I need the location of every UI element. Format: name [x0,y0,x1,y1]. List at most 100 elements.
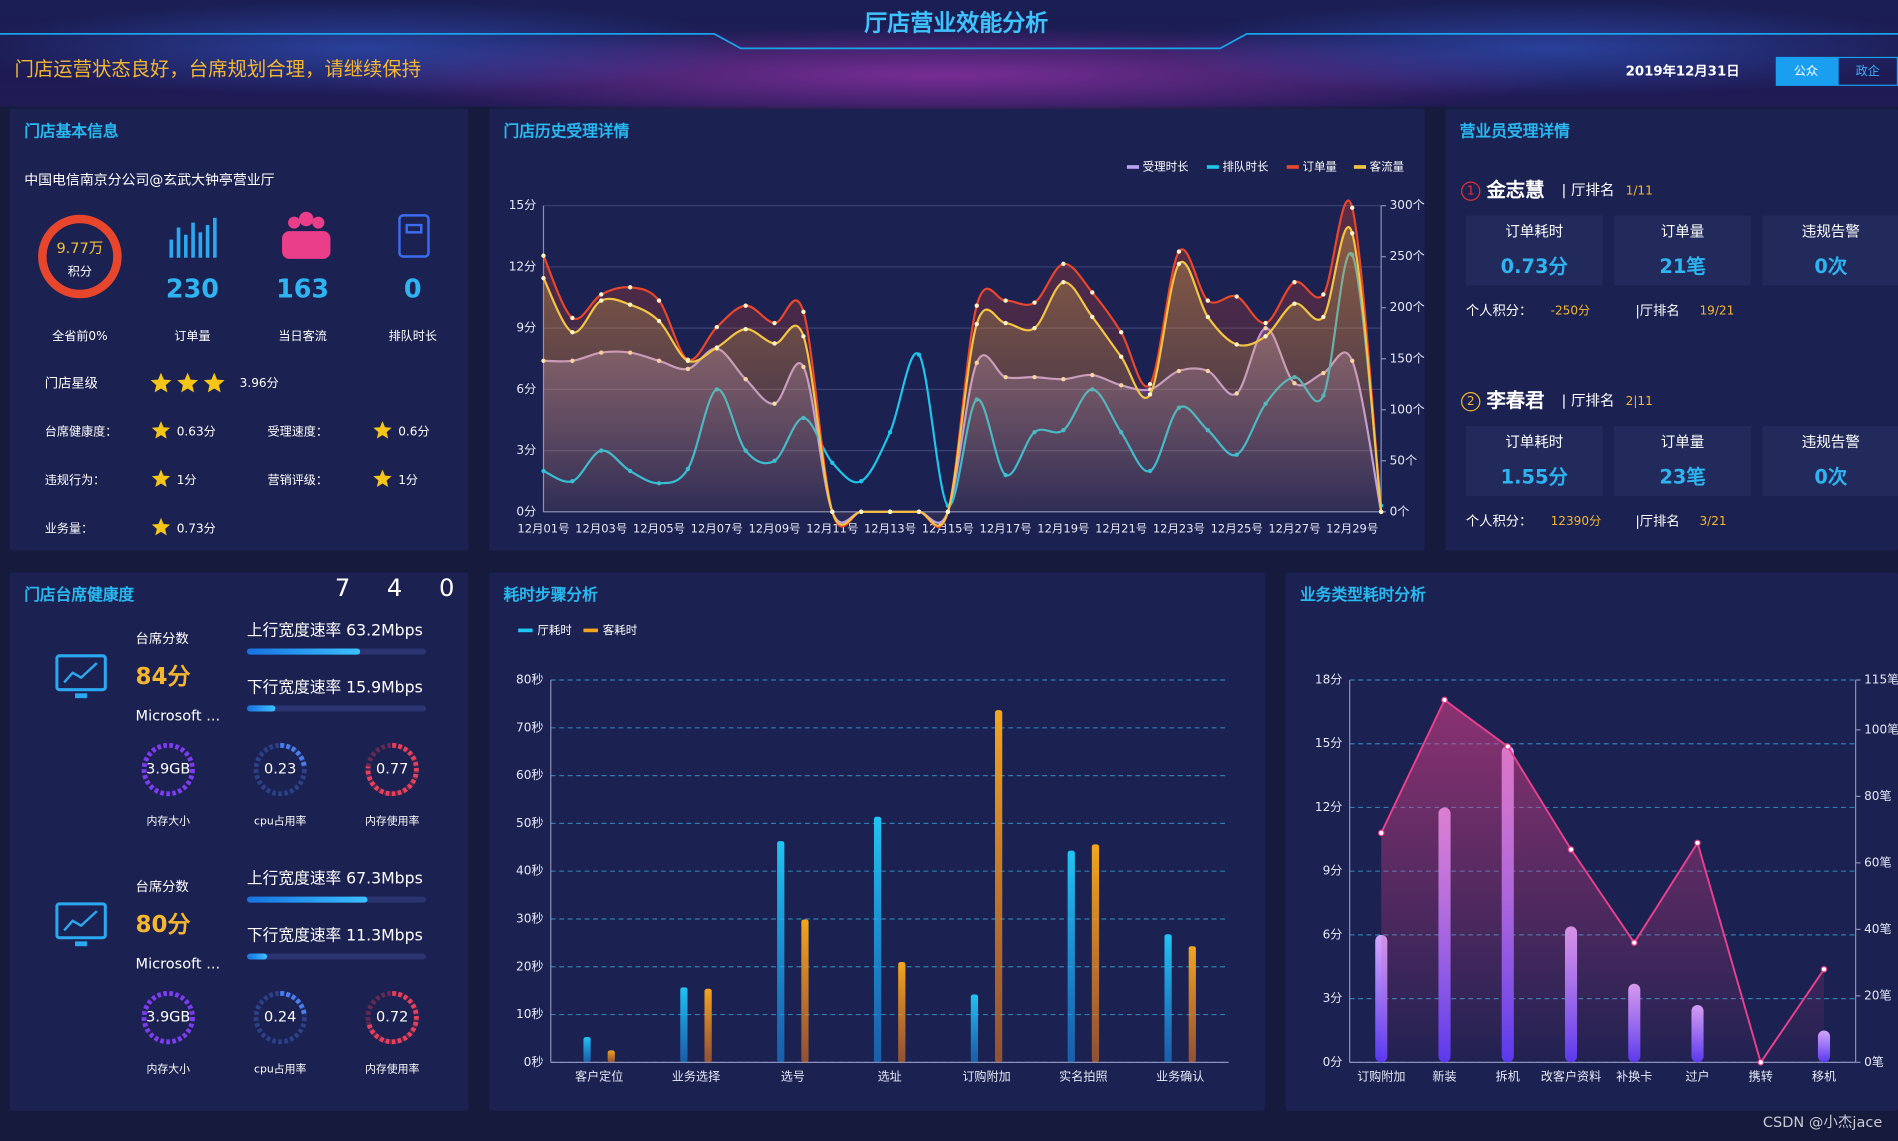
speed-unit: Mbps [381,868,423,887]
tab[interactable] [1775,56,1838,86]
point [1061,261,1066,267]
queue-icon [398,214,430,258]
gauge-arc [280,742,307,767]
point [1032,300,1037,305]
bar [994,710,1003,1063]
bar [680,987,688,1063]
card-label: 订单耗时 [1505,223,1563,240]
y-tick-label: 12分 [509,259,536,273]
point [1003,320,1008,326]
y2-tick-label: 40笔 [1864,921,1891,936]
metric-label: 台席健康度： [45,423,118,438]
tab-label[interactable]: 政企 [1856,63,1880,78]
speed-value: 15.9 [346,677,381,696]
tab[interactable] [1837,56,1898,86]
point [627,302,633,307]
bar [898,961,906,1063]
point [1292,301,1297,306]
point [1694,839,1701,847]
progress-bar [246,648,361,655]
panel-title: 业务类型耗时分析 [1300,585,1426,604]
point [1032,325,1037,331]
y-tick-label: 0分 [1323,1055,1343,1069]
bar [1091,844,1100,1063]
point [599,298,604,303]
speed-label: 上行宽度速率 [247,620,341,639]
y-tick-label: 3分 [516,443,536,457]
stat-value: 230 [166,273,219,303]
bar [1188,946,1196,1063]
point [1147,382,1153,387]
speed: 上行宽度速率 63.2Mbps [247,620,423,639]
line [1380,698,1825,1065]
y-tick-label: 6分 [516,382,536,396]
seat-score: 84分 [136,664,191,690]
x-tick-label: 过户 [1685,1068,1709,1083]
legend-swatch [518,628,533,633]
legend-label: 客耗时 [603,623,638,637]
tab-label[interactable]: 公众 [1794,64,1818,78]
x-tick-label: 业务确认 [1156,1068,1204,1083]
point [1350,205,1355,210]
hall-rank-label: |厅排名 [1635,513,1679,529]
y2-tick-label: 300个 [1390,198,1425,212]
star-label: 门店星级 [45,376,98,392]
bar [801,919,809,1063]
gauge-arc [366,990,419,1045]
member-index: 2 [1467,394,1475,408]
watermark: CSDN @小杰jace [1763,1114,1882,1131]
legend-swatch [1126,165,1140,169]
card-value: 21笔 [1659,255,1705,278]
progress-bar [246,953,268,960]
y-tick-label: 60秒 [516,768,543,782]
point [974,303,979,308]
point [945,509,951,514]
gauge-label: cpu占用率 [254,814,307,828]
point [801,334,806,339]
bar [583,1037,591,1063]
metric-label: 违规行为： [45,472,105,487]
point [1292,280,1297,285]
x-tick-label: 12月15号 [922,521,974,535]
y-tick-label: 50秒 [516,816,543,830]
header-glow [0,0,751,97]
x-tick-label: 拆机 [1496,1068,1520,1083]
bar [704,988,712,1063]
y-tick-label: 70秒 [516,720,543,734]
member-index: 1 [1467,184,1475,198]
progress-bar [246,896,368,903]
speed-value: 11.3 [346,925,381,944]
legend-label: 排队时长 [1223,159,1269,173]
gauge-value: 3.9GB [146,762,190,778]
metric-value: 0.6分 [398,424,429,438]
x-tick-label: 选号 [781,1069,805,1083]
point [772,320,777,326]
x-tick-label: 12月07号 [691,521,743,535]
point [1263,334,1268,339]
star-score: 3.96分 [240,376,279,390]
point [1321,292,1326,297]
point [1350,231,1355,236]
card-label: 违规告警 [1802,434,1860,451]
point [743,326,748,332]
y2-tick-label: 20笔 [1864,987,1891,1002]
y-tick-label: 9分 [516,321,536,335]
legend-swatch [1206,165,1219,169]
card [1614,215,1751,286]
x-tick-label: 实名拍照 [1059,1068,1107,1083]
panel-title: 门店台席健康度 [24,585,134,604]
x-tick-label: 携转 [1749,1068,1773,1083]
bar [777,841,785,1063]
point [656,318,662,324]
y-tick-label: 30秒 [516,911,543,925]
card-label: 违规告警 [1802,223,1860,240]
x-tick-label: 12月25号 [1211,521,1263,535]
card-value: 1.55分 [1501,465,1569,488]
star [151,469,171,488]
speed-label: 下行宽度速率 [247,677,341,696]
y-tick-label: 12分 [1315,800,1342,814]
gauge-label: 内存大小 [146,814,190,828]
monitor [55,654,107,692]
y2-tick-label: 150个 [1390,351,1425,365]
